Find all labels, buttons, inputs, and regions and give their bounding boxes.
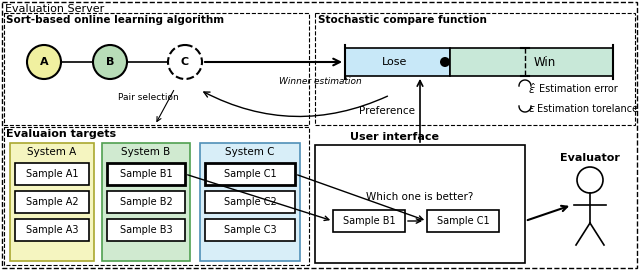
Text: Sample C2: Sample C2: [223, 197, 276, 207]
Circle shape: [168, 45, 202, 79]
Bar: [205, 219, 295, 241]
Text: Sample B3: Sample B3: [120, 225, 172, 235]
Text: $\epsilon$: $\epsilon$: [528, 104, 536, 114]
Bar: [345, 48, 450, 76]
Circle shape: [93, 45, 127, 79]
Bar: [4, 13, 309, 125]
Bar: [205, 191, 295, 213]
Text: Evaluator: Evaluator: [560, 153, 620, 163]
Text: Sort-based online learning algorithm: Sort-based online learning algorithm: [6, 15, 224, 25]
Text: C: C: [181, 57, 189, 67]
Text: Sample B1: Sample B1: [120, 169, 172, 179]
Circle shape: [27, 45, 61, 79]
Text: Evaluation Server: Evaluation Server: [5, 4, 104, 14]
Bar: [315, 13, 635, 125]
Bar: [10, 143, 94, 261]
Text: Which one is better?: Which one is better?: [366, 192, 474, 202]
Bar: [427, 210, 499, 232]
Text: Sample A3: Sample A3: [26, 225, 78, 235]
Bar: [107, 191, 185, 213]
Bar: [102, 143, 190, 261]
Text: System A: System A: [28, 147, 77, 157]
Bar: [315, 145, 525, 263]
Text: Stochastic compare function: Stochastic compare function: [318, 15, 487, 25]
Text: A: A: [40, 57, 48, 67]
Text: Sample C1: Sample C1: [436, 216, 490, 226]
Bar: [107, 219, 185, 241]
Bar: [107, 163, 185, 185]
Bar: [205, 163, 295, 185]
Bar: [15, 163, 89, 185]
Bar: [4, 127, 309, 265]
Text: System C: System C: [225, 147, 275, 157]
Text: Estimation torelance: Estimation torelance: [537, 104, 638, 114]
Text: Sample A1: Sample A1: [26, 169, 78, 179]
Bar: [15, 219, 89, 241]
Text: Sample A2: Sample A2: [26, 197, 78, 207]
Text: Sample C3: Sample C3: [224, 225, 276, 235]
Bar: [333, 210, 405, 232]
Text: Evaluaion targets: Evaluaion targets: [6, 129, 116, 139]
Circle shape: [577, 167, 603, 193]
Bar: [200, 143, 300, 261]
Text: Winner estimation: Winner estimation: [278, 77, 362, 86]
Text: Lose: Lose: [382, 57, 408, 67]
Circle shape: [440, 57, 450, 67]
Text: System B: System B: [122, 147, 171, 157]
Text: Preference: Preference: [359, 106, 415, 116]
Bar: [450, 48, 613, 76]
Text: User interface: User interface: [351, 132, 440, 142]
Text: B: B: [106, 57, 114, 67]
Text: Sample C1: Sample C1: [224, 169, 276, 179]
Text: Pair selection: Pair selection: [118, 93, 179, 103]
Text: $\hat{\epsilon}$: $\hat{\epsilon}$: [528, 82, 536, 96]
Text: Sample B2: Sample B2: [120, 197, 172, 207]
Text: Sample B1: Sample B1: [342, 216, 396, 226]
Bar: [15, 191, 89, 213]
Text: Estimation error: Estimation error: [539, 84, 618, 94]
Text: Win: Win: [534, 56, 556, 69]
